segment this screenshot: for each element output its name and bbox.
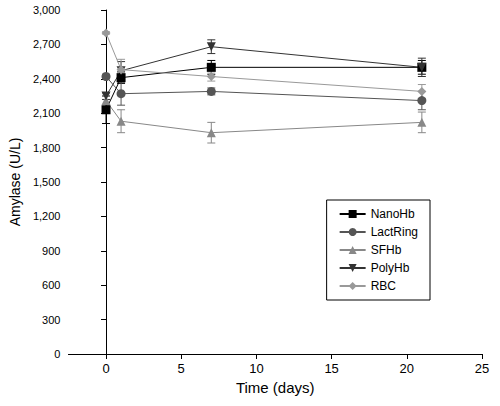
svg-text:15: 15 [324, 361, 338, 376]
svg-text:Time (days): Time (days) [236, 379, 315, 396]
svg-text:5: 5 [178, 361, 185, 376]
svg-text:1,800: 1,800 [33, 142, 61, 154]
svg-text:900: 900 [42, 245, 60, 257]
svg-text:NanoHb: NanoHb [371, 207, 415, 221]
svg-text:PolyHb: PolyHb [371, 261, 410, 275]
svg-text:2,400: 2,400 [33, 73, 61, 85]
svg-text:0: 0 [102, 361, 109, 376]
svg-text:300: 300 [42, 314, 60, 326]
svg-text:25: 25 [475, 361, 489, 376]
svg-text:2,100: 2,100 [33, 107, 61, 119]
svg-text:1,200: 1,200 [33, 210, 61, 222]
svg-text:20: 20 [400, 361, 414, 376]
svg-text:1,500: 1,500 [33, 176, 61, 188]
svg-text:2,700: 2,700 [33, 38, 61, 50]
svg-text:Amylase (U/L): Amylase (U/L) [7, 138, 23, 227]
svg-text:LactRing: LactRing [371, 225, 418, 239]
svg-text:RBC: RBC [371, 279, 397, 293]
svg-text:3,000: 3,000 [33, 4, 61, 16]
svg-text:0: 0 [54, 348, 60, 360]
svg-text:600: 600 [42, 279, 60, 291]
svg-text:SFHb: SFHb [371, 243, 402, 257]
svg-text:10: 10 [249, 361, 263, 376]
